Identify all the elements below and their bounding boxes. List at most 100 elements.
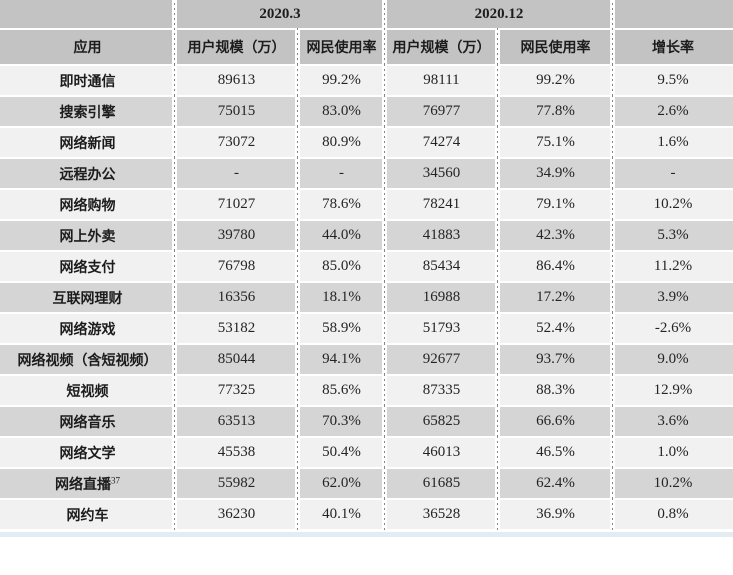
- period-empty-cell-left: [0, 0, 175, 30]
- app-name-cell: 网络音乐: [0, 407, 175, 438]
- growth-rate-cell: 1.6%: [610, 126, 733, 159]
- user-scale-2020-3-cell: 85044: [172, 343, 298, 376]
- app-name-label: 搜索引擎: [59, 105, 116, 121]
- user-scale-2020-3-cell: 89613: [172, 64, 298, 97]
- table-row: 网上外卖 39780 44.0% 41883 42.3% 5.3%: [0, 219, 733, 252]
- app-name-cell: 网约车: [0, 500, 175, 531]
- user-scale-2020-12-cell: 92677: [382, 343, 498, 376]
- growth-rate-cell: 10.2%: [610, 188, 733, 221]
- growth-rate-cell: 12.9%: [610, 374, 733, 407]
- growth-rate-cell: 2.6%: [610, 95, 733, 128]
- app-name-cell: 互联网理财: [0, 283, 175, 314]
- growth-rate-cell: 3.6%: [610, 405, 733, 438]
- app-name-label: 网络新闻: [59, 136, 116, 152]
- user-scale-2020-12-cell: 46013: [382, 436, 498, 469]
- app-footnote-superscript: 37: [111, 474, 120, 485]
- user-scale-2020-12-cell: 61685: [382, 467, 498, 500]
- col-header-growth-rate: 增长率: [610, 28, 733, 66]
- user-scale-2020-12-cell: 78241: [382, 188, 498, 221]
- growth-rate-cell: 10.2%: [610, 467, 733, 500]
- usage-rate-2020-12-cell: 79.1%: [495, 188, 613, 221]
- user-scale-2020-3-cell: 16356: [172, 281, 298, 314]
- table-row: 搜索引擎 75015 83.0% 76977 77.8% 2.6%: [0, 95, 733, 128]
- growth-rate-cell: 11.2%: [610, 250, 733, 283]
- user-scale-2020-3-cell: 71027: [172, 188, 298, 221]
- app-name-label: 网络购物: [59, 198, 116, 214]
- usage-rate-2020-3-cell: 83.0%: [295, 95, 385, 128]
- usage-rate-2020-12-cell: 34.9%: [495, 157, 613, 190]
- column-header-row: 应用 用户规模（万） 网民使用率 用户规模（万） 网民使用率 增长率: [0, 28, 733, 66]
- user-scale-2020-12-cell: 51793: [382, 312, 498, 345]
- user-scale-2020-12-cell: 41883: [382, 219, 498, 252]
- table-row: 远程办公 - - 34560 34.9% -: [0, 157, 733, 190]
- app-name-cell: 网络支付: [0, 252, 175, 283]
- app-name-cell: 短视频: [0, 376, 175, 407]
- app-name-cell: 网络直播37: [0, 469, 175, 500]
- usage-rate-2020-12-cell: 93.7%: [495, 343, 613, 376]
- user-scale-2020-3-cell: 39780: [172, 219, 298, 252]
- app-name-cell: 即时通信: [0, 66, 175, 97]
- app-name-cell: 网络购物: [0, 190, 175, 221]
- user-scale-2020-3-cell: 45538: [172, 436, 298, 469]
- usage-rate-2020-12-cell: 88.3%: [495, 374, 613, 407]
- period-empty-cell-right: [610, 0, 733, 30]
- user-scale-2020-12-cell: 16988: [382, 281, 498, 314]
- bottom-edge-strip: [0, 531, 733, 537]
- app-name-label: 网约车: [66, 508, 109, 524]
- app-name-cell: 远程办公: [0, 159, 175, 190]
- app-name-label: 网络文学: [59, 446, 116, 462]
- col-header-application: 应用: [0, 30, 175, 66]
- growth-rate-cell: 1.0%: [610, 436, 733, 469]
- app-name-label: 远程办公: [59, 167, 116, 183]
- user-scale-2020-3-cell: 76798: [172, 250, 298, 283]
- app-name-label: 网络直播: [55, 477, 111, 493]
- usage-rate-2020-3-cell: 18.1%: [295, 281, 385, 314]
- growth-rate-cell: 3.9%: [610, 281, 733, 314]
- app-name-label: 网络音乐: [59, 415, 116, 431]
- period-header-row: 2020.3 2020.12: [0, 0, 733, 30]
- user-scale-2020-3-cell: 63513: [172, 405, 298, 438]
- user-scale-2020-12-cell: 65825: [382, 405, 498, 438]
- usage-rate-2020-3-cell: 85.0%: [295, 250, 385, 283]
- table-row: 互联网理财 16356 18.1% 16988 17.2% 3.9%: [0, 281, 733, 314]
- app-name-label: 互联网理财: [52, 291, 123, 307]
- usage-rate-2020-12-cell: 86.4%: [495, 250, 613, 283]
- growth-rate-cell: -: [610, 157, 733, 190]
- usage-rate-2020-12-cell: 46.5%: [495, 436, 613, 469]
- user-scale-2020-3-cell: 75015: [172, 95, 298, 128]
- usage-rate-2020-12-cell: 66.6%: [495, 405, 613, 438]
- col-header-usage-rate-2020-12: 网民使用率: [495, 28, 613, 66]
- usage-rate-2020-12-cell: 62.4%: [495, 467, 613, 500]
- growth-rate-cell: 9.0%: [610, 343, 733, 376]
- table-row: 网约车 36230 40.1% 36528 36.9% 0.8%: [0, 498, 733, 531]
- usage-rate-2020-3-cell: 80.9%: [295, 126, 385, 159]
- table-row: 网络游戏 53182 58.9% 51793 52.4% -2.6%: [0, 312, 733, 345]
- app-name-cell: 搜索引擎: [0, 97, 175, 128]
- user-scale-2020-3-cell: 55982: [172, 467, 298, 500]
- usage-rate-2020-3-cell: 62.0%: [295, 467, 385, 500]
- usage-rate-2020-12-cell: 77.8%: [495, 95, 613, 128]
- user-scale-2020-3-cell: 53182: [172, 312, 298, 345]
- growth-rate-cell: 0.8%: [610, 498, 733, 531]
- usage-rate-2020-3-cell: 50.4%: [295, 436, 385, 469]
- user-scale-2020-3-cell: 73072: [172, 126, 298, 159]
- table-row: 网络音乐 63513 70.3% 65825 66.6% 3.6%: [0, 405, 733, 438]
- period-2020-3: 2020.3: [172, 0, 385, 30]
- usage-rate-2020-3-cell: -: [295, 157, 385, 190]
- growth-rate-cell: 9.5%: [610, 64, 733, 97]
- usage-rate-2020-12-cell: 99.2%: [495, 64, 613, 97]
- usage-rate-2020-12-cell: 36.9%: [495, 498, 613, 531]
- app-name-cell: 网络游戏: [0, 314, 175, 345]
- user-scale-2020-12-cell: 76977: [382, 95, 498, 128]
- app-name-cell: 网络视频（含短视频）: [0, 345, 175, 376]
- usage-rate-2020-3-cell: 78.6%: [295, 188, 385, 221]
- usage-rate-2020-3-cell: 40.1%: [295, 498, 385, 531]
- growth-rate-cell: -2.6%: [610, 312, 733, 345]
- user-scale-2020-3-cell: -: [172, 157, 298, 190]
- user-scale-2020-12-cell: 36528: [382, 498, 498, 531]
- usage-rate-2020-3-cell: 94.1%: [295, 343, 385, 376]
- table-row: 网络购物 71027 78.6% 78241 79.1% 10.2%: [0, 188, 733, 221]
- usage-rate-2020-3-cell: 44.0%: [295, 219, 385, 252]
- table-row: 即时通信 89613 99.2% 98111 99.2% 9.5%: [0, 64, 733, 97]
- table-row: 短视频 77325 85.6% 87335 88.3% 12.9%: [0, 374, 733, 407]
